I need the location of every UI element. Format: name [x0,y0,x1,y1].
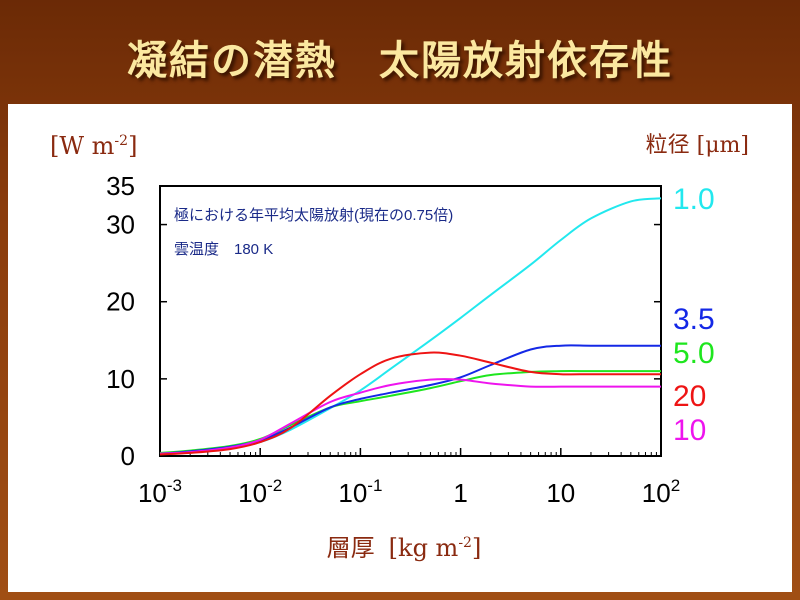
annotation-solar: 極における年平均太陽放射(現在の0.75倍) [174,207,453,224]
y-axis-label: [W m-2] [50,132,137,160]
x-tick-label: 10-3 [138,476,182,508]
series-line-10 [159,378,661,455]
x-tick-label: 102 [642,476,680,508]
annotation-cloud-temp: 雲温度 180 K [174,241,273,258]
y-tick-label: 20 [106,287,135,317]
series-line-20 [159,351,661,456]
slide-title: 凝結の潜熱 太陽放射依存性 [127,38,673,84]
legend-label-1-0: 1.0 [673,183,715,216]
legend-label-10: 10 [673,414,706,447]
legend-label-20: 20 [673,380,706,413]
x-axis-ticks: 10-3 10-2 10-1 1 10 102 [138,448,680,508]
plot-frame [159,185,662,457]
x-tick-label: 10-2 [238,476,282,508]
legend-label-5-0: 5.0 [673,337,715,370]
legend-title: 粒径 [μm] [646,133,749,158]
x-tick-label: 1 [453,478,467,508]
y-tick-label: 30 [106,210,135,240]
series-lines [159,197,662,456]
y-tick-label: 10 [106,364,135,394]
y-tick-label: 0 [121,441,135,471]
chart-panel: [W m-2] 粒径 [μm] 極における年平均太陽放射(現在の0.75倍) 雲… [8,104,792,592]
x-axis-label: 層厚 [kg m-2] [327,534,482,562]
y-tick-label: 35 [106,171,135,201]
line-chart: [W m-2] 粒径 [μm] 極における年平均太陽放射(現在の0.75倍) 雲… [50,132,749,562]
series-line-5-0 [159,370,661,454]
x-tick-label: 10 [546,478,575,508]
legend-label-3-5: 3.5 [673,303,715,336]
x-tick-label: 10-1 [338,476,382,508]
y-axis-ticks: 0 10 20 30 35 [106,171,661,471]
